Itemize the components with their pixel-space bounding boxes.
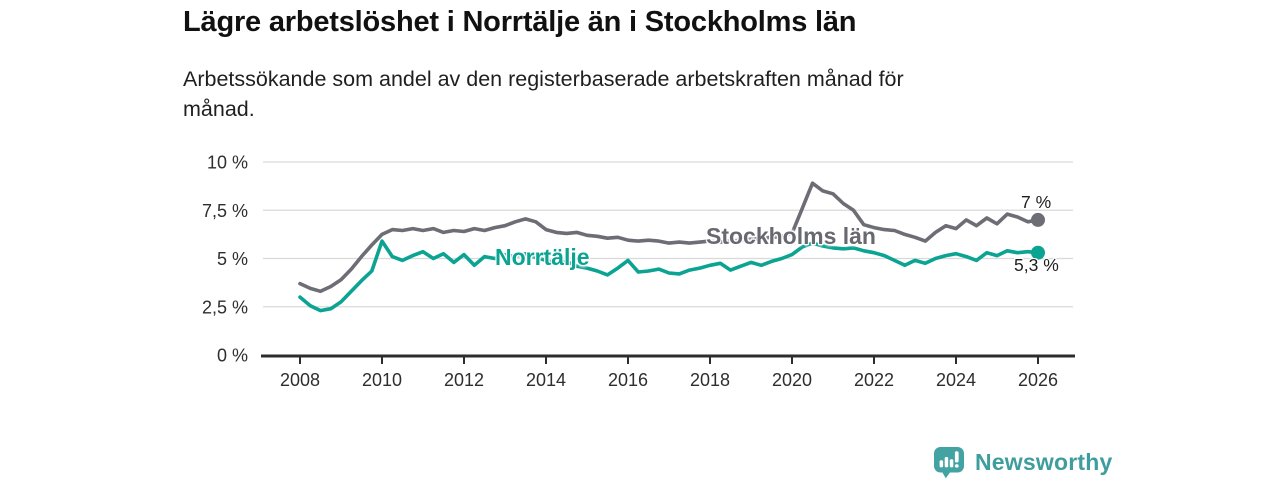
page-subtitle: Arbetssökande som andel av den registerb…: [183, 67, 904, 121]
newsworthy-logo: Newsworthy: [933, 445, 1112, 479]
series-label-norrtalje: Norrtälje: [495, 244, 590, 270]
x-tick-label: 2012: [444, 370, 484, 390]
series-label-stockholm: Stockholms län: [706, 223, 876, 249]
newsworthy-logo-text: Newsworthy: [975, 448, 1113, 475]
y-tick-label: 2,5 %: [202, 297, 248, 317]
page-title: Lägre arbetslöshet i Norrtälje än i Stoc…: [183, 6, 857, 38]
series-line-norrtalje: [298, 239, 1040, 313]
end-value-label-norrtalje: 5,3 %: [1014, 255, 1059, 275]
newsworthy-logo-icon: [934, 447, 964, 479]
x-tick-label: 2026: [1018, 370, 1058, 390]
x-tick-label: 2020: [772, 370, 812, 390]
x-tick-label: 2018: [690, 370, 730, 390]
x-tick-label: 2008: [280, 370, 320, 390]
series-line-stockholm: [298, 181, 1040, 294]
y-tick-label: 0 %: [217, 346, 248, 366]
x-tick-label: 2014: [526, 370, 566, 390]
x-tick-label: 2010: [362, 370, 402, 390]
x-tick-label: 2022: [854, 370, 894, 390]
x-tick-label: 2024: [936, 370, 976, 390]
series-end-dot-norrtalje: [1031, 245, 1045, 260]
x-tick-label: 2016: [608, 370, 648, 390]
series-end-dot-stockholm: [1031, 212, 1045, 227]
end-value-label-stockholm: 7 %: [1021, 192, 1052, 212]
y-tick-label: 5 %: [217, 249, 248, 269]
y-tick-label: 7,5 %: [202, 201, 248, 221]
y-tick-label: 10 %: [207, 153, 248, 173]
